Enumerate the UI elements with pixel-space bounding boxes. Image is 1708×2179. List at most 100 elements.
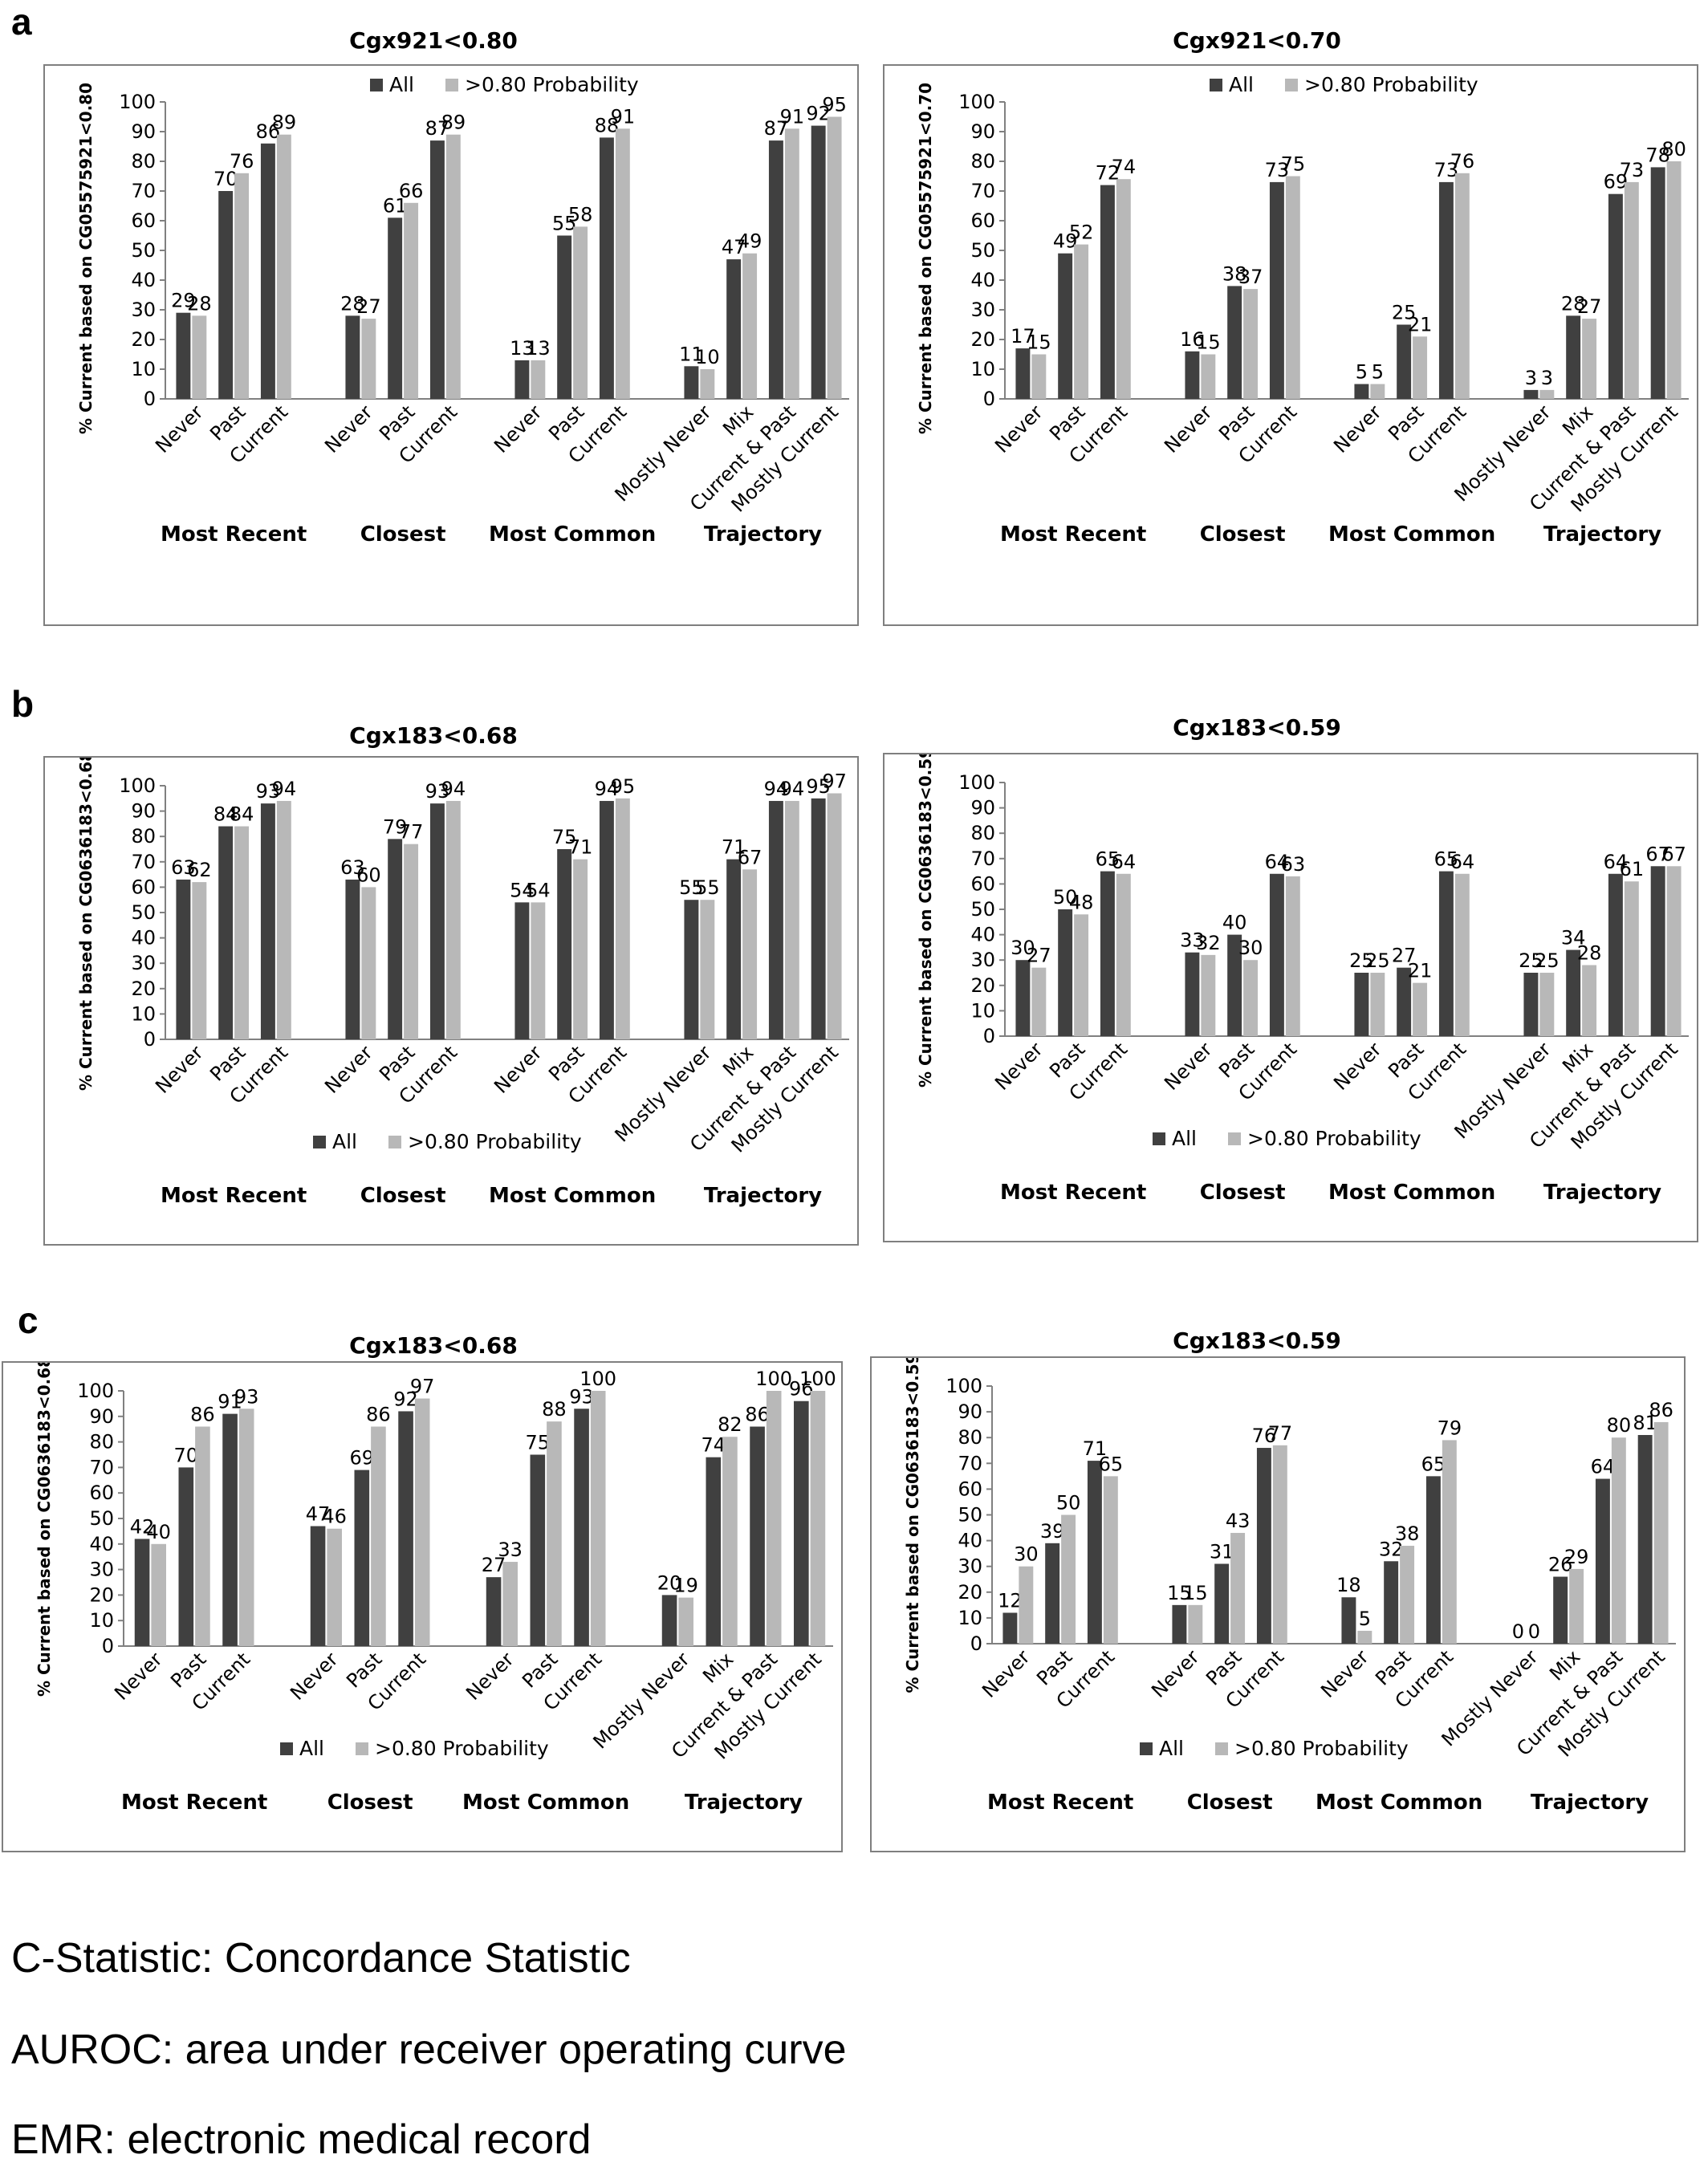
- group-label: Most Recent: [121, 1791, 267, 1815]
- y-tick-label: 50: [131, 901, 156, 924]
- group-label: Most Recent: [1000, 1181, 1146, 1205]
- y-tick-label: 70: [131, 180, 156, 202]
- legend-label: All: [1159, 1737, 1184, 1760]
- chart-c-left: % Current based on CG0636183<0.68 0 10 20 30…: [2, 1361, 843, 1852]
- data-label: 73: [1620, 159, 1645, 181]
- legend-swatch: [1228, 1132, 1241, 1145]
- group-label: Closest: [1187, 1791, 1273, 1815]
- bar-high-probability: [327, 1528, 342, 1646]
- legend-swatch: [280, 1742, 293, 1755]
- data-label: 79: [383, 815, 408, 838]
- bar-high-probability: [371, 1426, 386, 1646]
- data-label: 91: [218, 1391, 242, 1413]
- y-tick-label: 10: [958, 1607, 982, 1629]
- chart-svg: % Current based on CG0636183<0.68 0102030…: [76, 758, 849, 1208]
- bar-all: [1438, 871, 1454, 1036]
- bar-high-probability: [590, 1391, 606, 1646]
- data-label: 28: [187, 292, 212, 315]
- chart-title: Cgx921<0.80: [349, 27, 518, 54]
- data-label: 69: [350, 1447, 375, 1470]
- data-label: 82: [718, 1413, 742, 1436]
- panel-label-c: c: [18, 1299, 39, 1341]
- data-label: 97: [822, 770, 847, 792]
- legend-label: >0.80 Probability: [1247, 1127, 1421, 1150]
- y-tick-label: 90: [970, 797, 995, 819]
- data-label: 18: [1336, 1574, 1361, 1596]
- legend-swatch: [1215, 1742, 1228, 1755]
- data-label: 88: [595, 114, 620, 136]
- data-label: 60: [356, 864, 381, 886]
- data-label: 48: [1069, 891, 1094, 913]
- bar-all: [1608, 193, 1623, 399]
- bar-all: [1425, 1476, 1441, 1644]
- bar-all: [178, 1467, 194, 1646]
- data-label: 63: [340, 856, 365, 879]
- y-tick-label: 40: [89, 1533, 114, 1555]
- data-label: 28: [1561, 292, 1586, 315]
- bar-high-probability: [192, 882, 207, 1039]
- bar-high-probability: [1243, 289, 1259, 399]
- data-label: 93: [425, 780, 450, 803]
- data-label: 10: [695, 346, 720, 368]
- bar-all: [1384, 1561, 1399, 1644]
- data-label: 75: [552, 826, 577, 848]
- bar-all: [1269, 873, 1284, 1036]
- legend-swatch: [356, 1742, 368, 1755]
- y-tick-label: 10: [970, 358, 995, 380]
- data-label: 79: [1438, 1417, 1462, 1439]
- data-label: 58: [568, 203, 593, 226]
- bar-high-probability: [531, 902, 546, 1039]
- bar-all: [557, 849, 572, 1039]
- bar-all: [1650, 167, 1665, 399]
- bar-high-probability: [810, 1391, 826, 1646]
- data-label: 28: [340, 292, 365, 315]
- bar-all: [768, 140, 783, 399]
- y-tick-label: 90: [131, 800, 156, 823]
- bar-high-probability: [1031, 967, 1047, 1036]
- group-label: Most Common: [489, 522, 656, 547]
- bar-all: [684, 366, 699, 399]
- footnote-auroc: AUROC: area under receiver operating cur…: [11, 2027, 847, 2073]
- data-label: 64: [1591, 1456, 1616, 1478]
- bar-all: [1595, 1478, 1610, 1644]
- data-label: 0: [1528, 1620, 1540, 1643]
- y-tick-label: 0: [144, 388, 156, 410]
- legend-swatch: [1285, 79, 1298, 91]
- y-tick-label: 80: [970, 822, 995, 844]
- y-tick-label: 90: [89, 1405, 114, 1428]
- bar-all: [794, 1400, 809, 1646]
- group-label: Most Common: [462, 1791, 629, 1815]
- data-label: 40: [1222, 912, 1247, 934]
- chart-svg: % Current based on CG0636183<0.68 0102030…: [35, 1363, 836, 1815]
- data-label: 100: [755, 1368, 792, 1390]
- bar-high-probability: [1285, 876, 1300, 1036]
- y-axis-label: % Current based on CG0636183<0.68: [35, 1363, 54, 1697]
- bar-all: [1087, 1461, 1102, 1644]
- bar-all: [1045, 1543, 1060, 1644]
- bar-all: [1227, 934, 1242, 1036]
- bar-high-probability: [238, 1409, 254, 1646]
- bar-all: [1002, 1612, 1018, 1644]
- bar-high-probability: [573, 226, 588, 399]
- data-label: 49: [738, 230, 762, 253]
- chart-b-left: % Current based on CG0636183<0.68 0 10 20 30…: [43, 756, 859, 1246]
- group-label: Most Common: [1328, 522, 1495, 547]
- y-axis-label: % Current based on CG05575921<0.80: [76, 83, 96, 434]
- y-tick-label: 30: [131, 952, 156, 974]
- y-tick-label: 90: [131, 120, 156, 143]
- data-label: 80: [1607, 1414, 1632, 1437]
- data-label: 21: [1408, 313, 1433, 335]
- data-label: 34: [1561, 927, 1586, 949]
- data-label: 38: [1222, 262, 1247, 285]
- data-label: 64: [1604, 851, 1629, 873]
- group-label: Trajectory: [685, 1791, 803, 1815]
- data-label: 13: [526, 337, 551, 360]
- y-tick-label: 80: [131, 150, 156, 173]
- legend: All >0.80 Probability: [370, 73, 639, 96]
- bar-high-probability: [1666, 866, 1682, 1036]
- y-tick-label: 100: [119, 774, 156, 797]
- bar-high-probability: [361, 319, 376, 399]
- bar-high-probability: [1454, 873, 1470, 1036]
- y-tick-label: 30: [970, 299, 995, 321]
- legend: All >0.80 Probability: [1210, 73, 1478, 96]
